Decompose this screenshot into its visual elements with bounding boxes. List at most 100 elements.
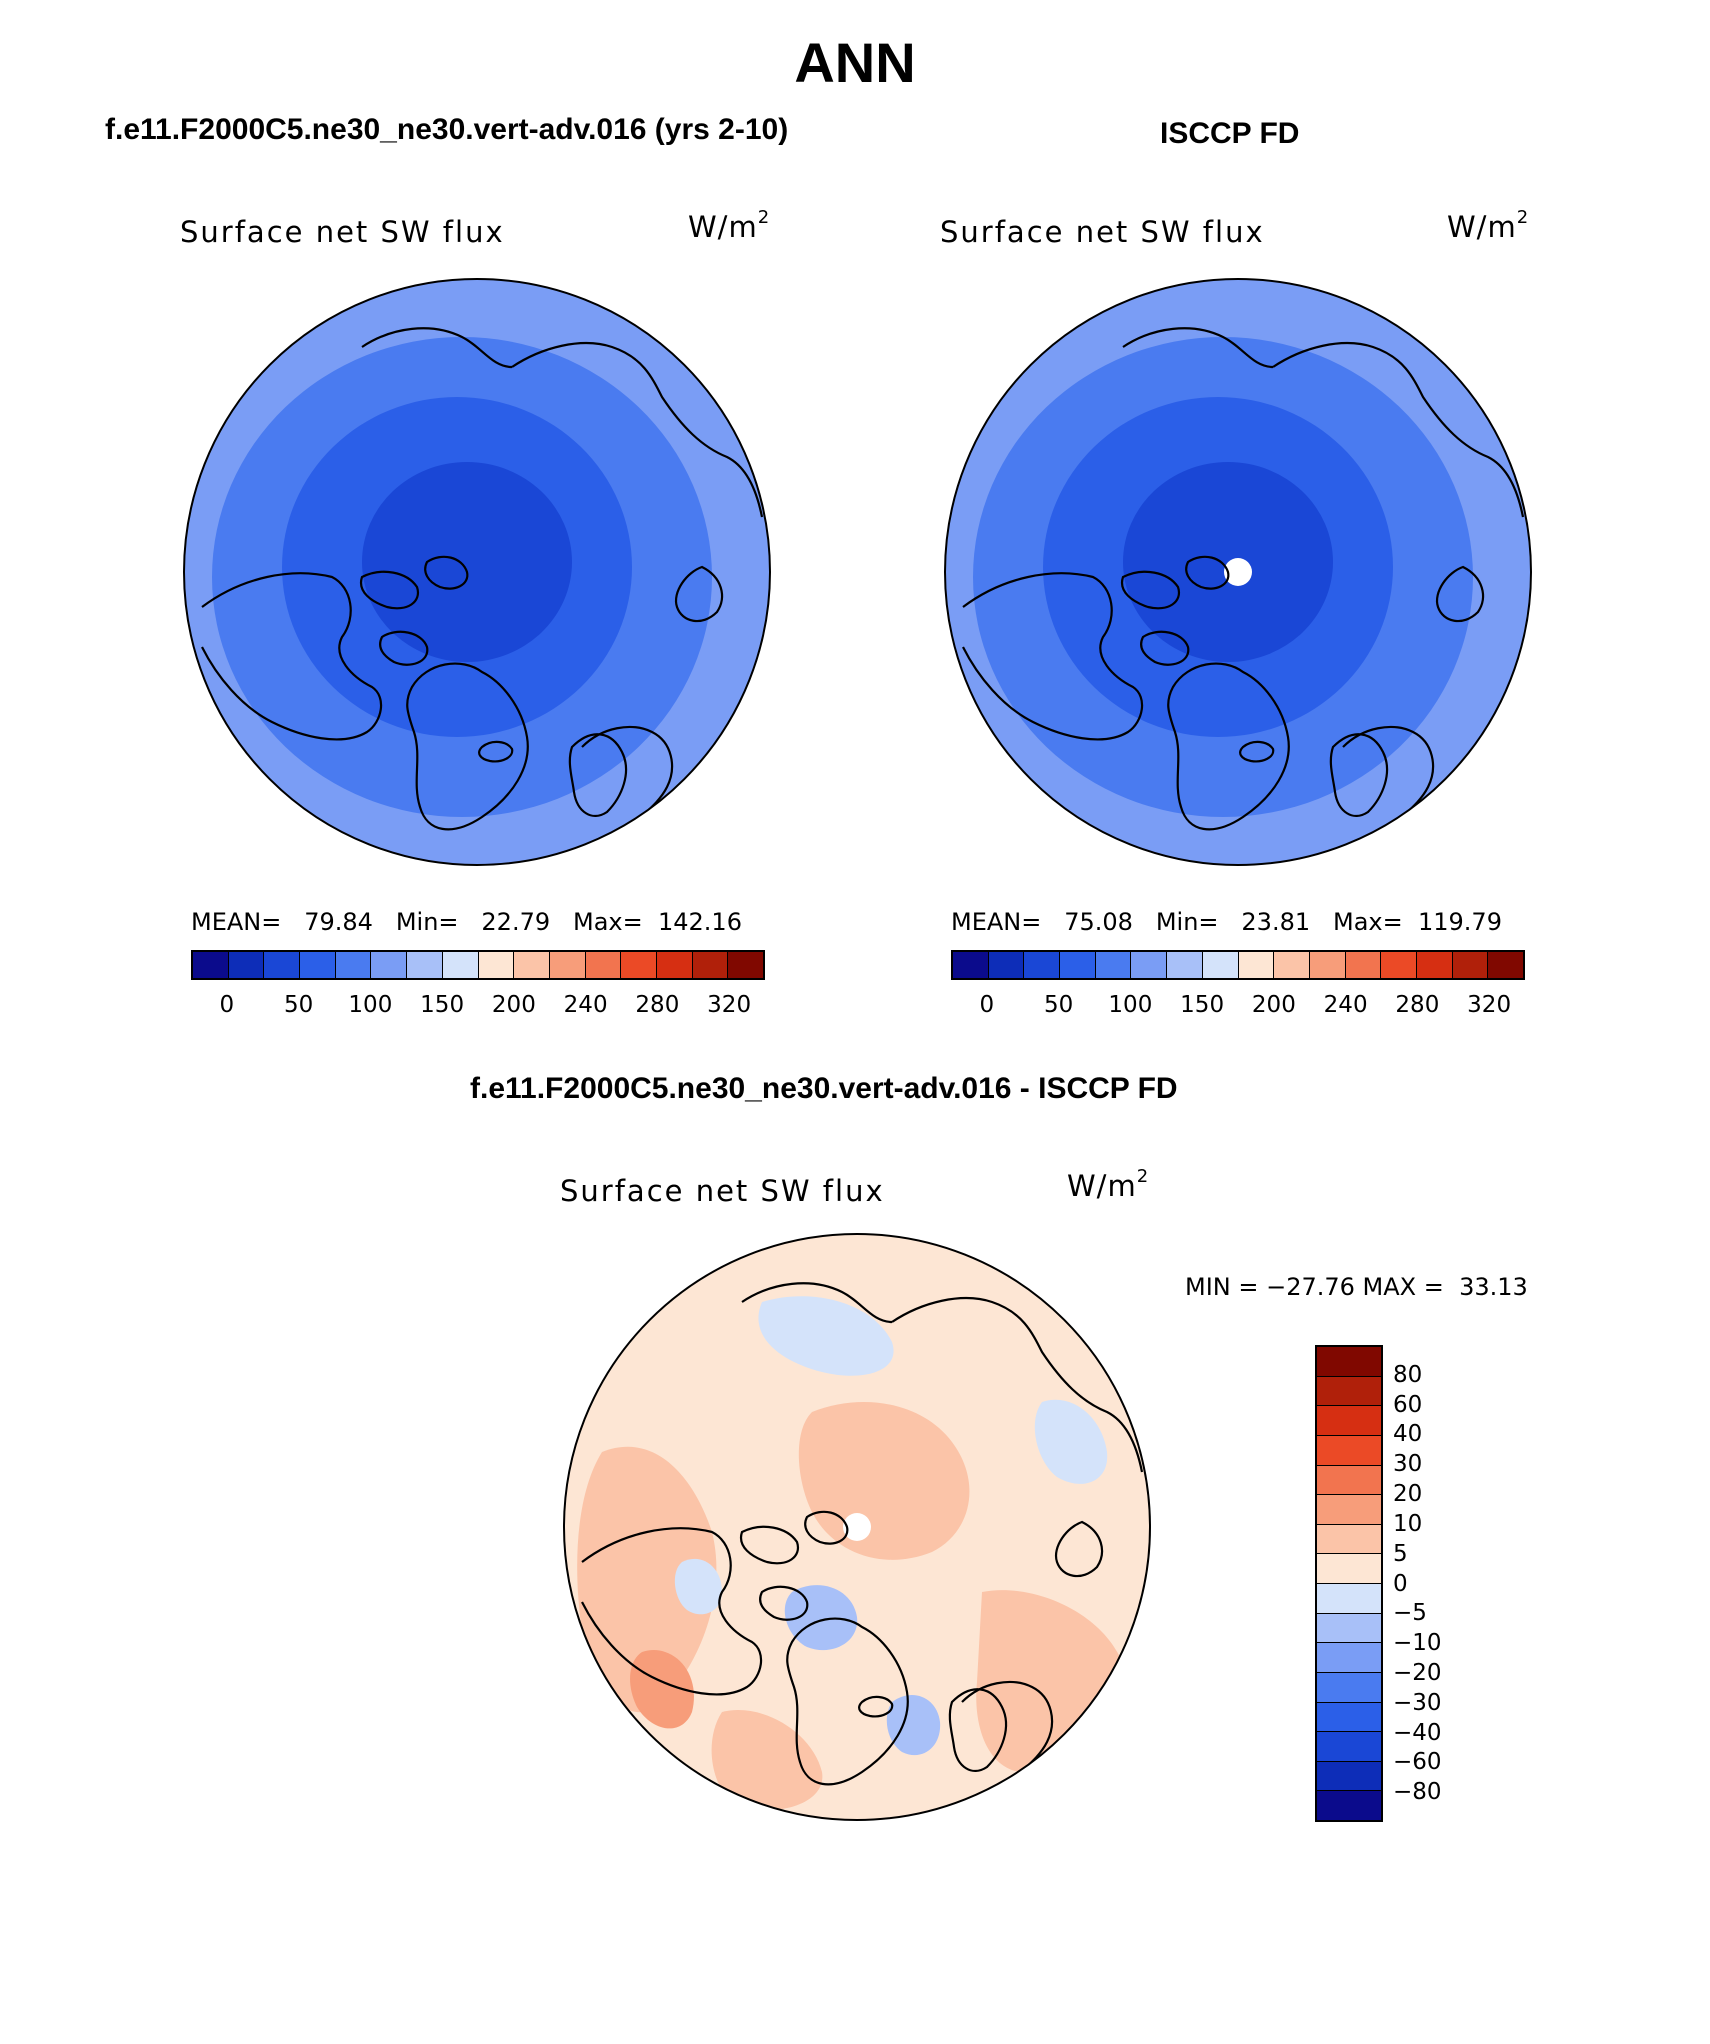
coastline	[568, 733, 627, 817]
field-cool	[758, 1296, 894, 1376]
colorbar-tick-label: 150	[1180, 992, 1225, 1018]
colorbar-cell	[407, 952, 443, 978]
colorbar-cell	[1452, 952, 1489, 978]
left-stats: MEAN= 79.84 Min= 22.79 Max= 142.16	[191, 908, 742, 936]
field-cool	[886, 1694, 941, 1756]
coastline	[1435, 565, 1485, 623]
colorbar-cell	[1345, 952, 1382, 978]
colorbar-cell	[1317, 1643, 1381, 1673]
map-border	[563, 1233, 1151, 1821]
coastline	[424, 555, 469, 590]
colorbar-cell	[1309, 952, 1346, 978]
coastline	[581, 1527, 763, 1696]
colorbar-cell	[1317, 1524, 1381, 1555]
colorbar-cell	[1131, 952, 1168, 978]
colorbar-cell	[988, 952, 1025, 978]
colorbar-cell	[1317, 1791, 1381, 1820]
colorbar-tick-label: 60	[1393, 1391, 1423, 1418]
coastline	[891, 1296, 1144, 1473]
right-panel-header: ISCCP FD	[1160, 117, 1300, 150]
colorbar-cell	[1202, 952, 1239, 978]
diff-variable-label: Surface net SW flux	[560, 1174, 885, 1208]
colorbar-tick-label: 150	[420, 992, 465, 1018]
colorbar-tick-label: 0	[1393, 1570, 1408, 1597]
colorbar-cell	[1274, 952, 1310, 978]
colorbar-tick-label: 80	[1393, 1361, 1423, 1388]
colorbar-tick-label: −30	[1393, 1689, 1442, 1716]
colorbar-tick-label: −80	[1393, 1779, 1442, 1806]
colorbar-tick-label: 0	[979, 992, 995, 1018]
colorbar-cell	[1317, 1732, 1381, 1762]
colorbar-cell	[692, 952, 729, 978]
colorbar-cell	[1381, 952, 1417, 978]
field-core	[362, 462, 572, 662]
coastline	[962, 572, 1144, 741]
coastline	[1329, 733, 1388, 817]
colorbar-cell	[478, 952, 515, 978]
field-cool	[784, 1585, 858, 1651]
colorbar-cell	[621, 952, 657, 978]
colorbar-cell	[1317, 1465, 1381, 1496]
coastline	[361, 327, 513, 369]
coastline	[1122, 327, 1274, 369]
diff-colorbar	[1315, 1345, 1383, 1822]
colorbar-cell	[514, 952, 550, 978]
diff-polar-map	[563, 1233, 1151, 1821]
colorbar-tick-label: 320	[1467, 992, 1512, 1018]
diff-units-label: W/m2	[1067, 1166, 1150, 1203]
coastline	[1054, 1520, 1104, 1578]
colorbar-cell	[1317, 1613, 1381, 1644]
colorbar-cell	[1317, 1435, 1381, 1466]
coastline	[948, 1688, 1007, 1772]
colorbar-tick-label: 50	[1043, 992, 1074, 1018]
colorbar-cell	[1317, 1376, 1381, 1407]
colorbar-tick-label: 20	[1393, 1481, 1423, 1508]
coastline	[511, 341, 764, 518]
colorbar-cell	[1095, 952, 1132, 978]
coastline	[478, 740, 514, 763]
coastline	[758, 1585, 809, 1621]
colorbar-cell	[1060, 952, 1096, 978]
coastline	[739, 1525, 800, 1565]
coastline	[201, 572, 383, 741]
colorbar-tick-label: 320	[707, 992, 752, 1018]
colorbar-tick-label: −20	[1393, 1659, 1442, 1686]
coastline	[1239, 740, 1275, 763]
map-fields	[564, 1234, 1150, 1820]
colorbar-cell	[1238, 952, 1275, 978]
coastline	[804, 1510, 849, 1545]
map-fields	[945, 279, 1531, 865]
colorbar-cell	[1317, 1554, 1381, 1584]
field-warm	[711, 1710, 823, 1811]
colorbar-cell	[1488, 952, 1523, 978]
colorbar-cell	[953, 952, 989, 978]
colorbar-cell	[1317, 1347, 1381, 1377]
left-polar-map	[183, 278, 771, 866]
colorbar-cell	[656, 952, 693, 978]
right-colorbar	[951, 950, 1525, 980]
colorbar-cell	[1167, 952, 1203, 978]
field-core	[1123, 462, 1333, 662]
colorbar-cell	[1317, 1495, 1381, 1525]
coastline	[406, 662, 529, 831]
coastline	[858, 1695, 894, 1718]
page-title: ANN	[794, 31, 916, 94]
colorbar-tick-label: 10	[1393, 1510, 1423, 1537]
left-panel-header: f.e11.F2000C5.ne30_ne30.vert-adv.016 (yr…	[105, 113, 789, 146]
colorbar-tick-label: −40	[1393, 1719, 1442, 1746]
colorbar-cell	[728, 952, 763, 978]
colorbar-tick-label: 30	[1393, 1451, 1423, 1478]
colorbar-cell	[1317, 1584, 1381, 1614]
colorbar-tick-label: 240	[1323, 992, 1368, 1018]
coastline	[378, 630, 429, 666]
colorbar-tick-label: −10	[1393, 1630, 1442, 1657]
coastline	[741, 1282, 893, 1324]
colorbar-tick-label: 280	[1395, 992, 1440, 1018]
right-stats: MEAN= 75.08 Min= 23.81 Max= 119.79	[951, 908, 1502, 936]
missing-data-dot	[1224, 558, 1252, 586]
coastline	[1185, 555, 1230, 590]
colorbar-tick-label: 240	[563, 992, 608, 1018]
colorbar-tick-label: 5	[1393, 1540, 1408, 1567]
coastline	[786, 1617, 909, 1786]
colorbar-cell	[549, 952, 586, 978]
